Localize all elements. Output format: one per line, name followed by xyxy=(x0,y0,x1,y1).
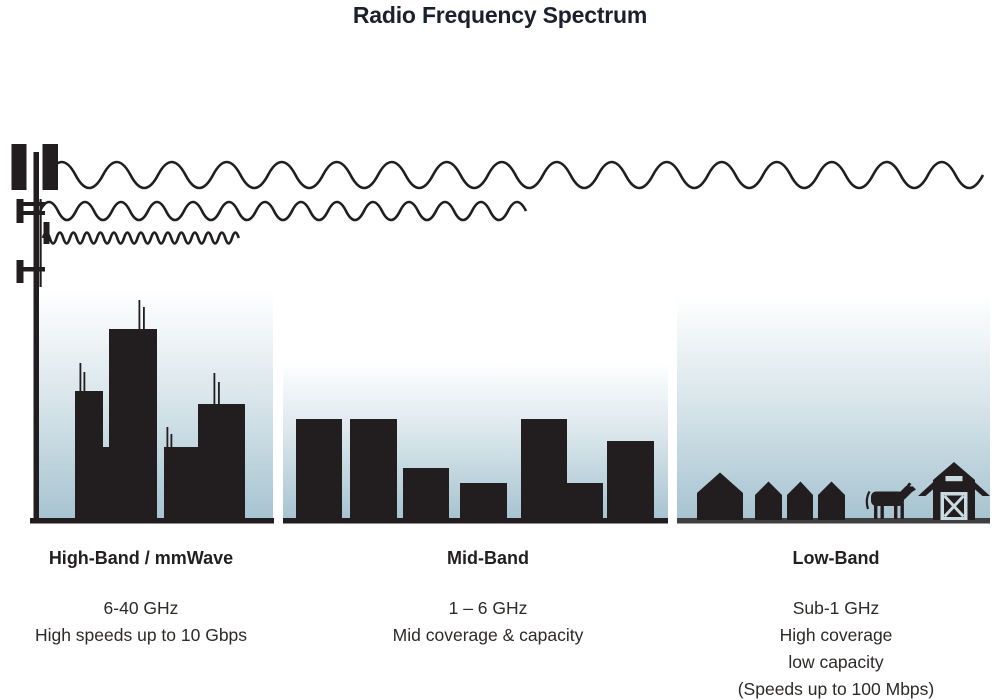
band-description-line: low capacity xyxy=(788,652,884,672)
band-description-line: 1 – 6 GHz xyxy=(448,598,528,618)
spectrum-illustration xyxy=(11,144,990,524)
band-description-line: 6-40 GHz xyxy=(103,598,179,618)
mid-band-wave-icon xyxy=(38,200,528,222)
mid-band-label-block: Mid-Band 1 – 6 GHz Mid coverage & capacit… xyxy=(363,548,613,649)
house-icon xyxy=(697,472,743,520)
band-description-line: High speeds up to 10 Gbps xyxy=(34,625,248,645)
low-band-rural-scene xyxy=(697,462,990,520)
high-band-label-block: High-Band / mmWave 6-40 GHz High speeds u… xyxy=(16,548,266,649)
band-description-line: High coverage xyxy=(779,625,893,645)
house-icon xyxy=(818,481,845,520)
band-name: High-Band / mmWave xyxy=(48,548,234,568)
high-band-wave-icon xyxy=(41,231,240,245)
band-description-line: Sub-1 GHz xyxy=(792,598,880,618)
low-band-label-block: Low-Band Sub-1 GHz High coverage low capac… xyxy=(711,548,961,700)
barn-icon xyxy=(918,462,990,520)
band-description: Sub-1 GHz High coverage low capacity (Speed… xyxy=(711,595,961,700)
band-name: Mid-Band xyxy=(447,548,529,568)
radio-waves xyxy=(38,160,985,245)
house-icon xyxy=(787,481,813,520)
band-description: 6-40 GHz High speeds up to 10 Gbps xyxy=(16,595,266,649)
band-description-line: (Speeds up to 100 Mbps) xyxy=(737,679,935,699)
band-description: 1 – 6 GHz Mid coverage & capacity xyxy=(363,595,613,649)
band-description-line: Mid coverage & capacity xyxy=(392,625,584,645)
high-band-ground-line xyxy=(30,518,274,524)
mid-band-buildings-icon xyxy=(296,419,654,518)
high-band-skyscrapers-icon xyxy=(75,300,245,518)
mid-band-ground-line xyxy=(283,518,668,524)
cow-icon xyxy=(865,482,916,519)
house-icon xyxy=(755,481,782,520)
page-title: Radio Frequency Spectrum xyxy=(352,2,648,28)
band-name: Low-Band xyxy=(792,548,880,568)
low-band-ground-line xyxy=(677,518,990,524)
low-band-wave-icon xyxy=(46,160,985,190)
